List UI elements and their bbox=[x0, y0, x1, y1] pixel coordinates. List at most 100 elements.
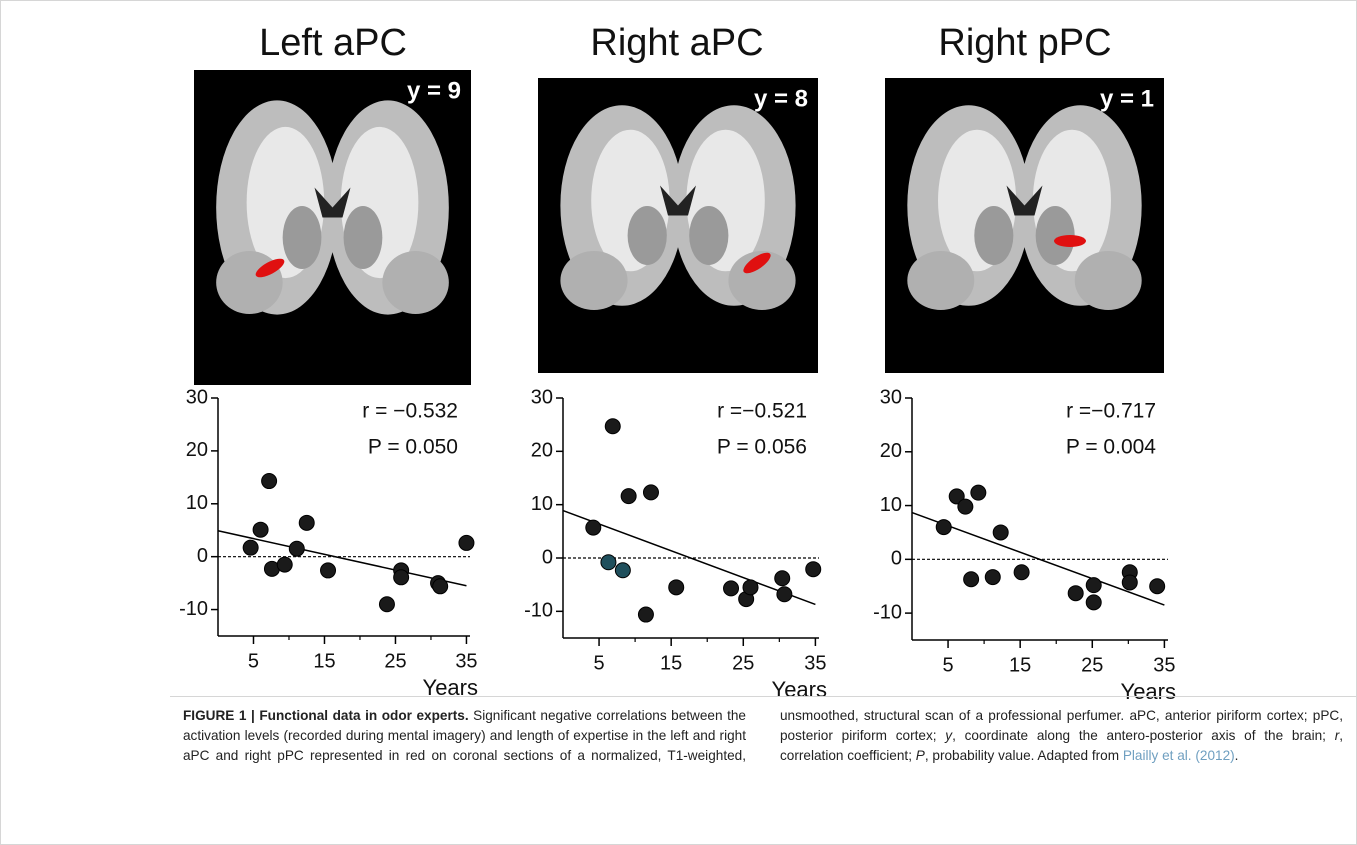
basal-ganglia bbox=[282, 206, 322, 269]
x-tick-label: 15 bbox=[313, 650, 335, 672]
caption-label: FIGURE 1 | Functional data in odor exper… bbox=[183, 708, 469, 723]
basal-ganglia bbox=[1035, 206, 1075, 265]
x-axis-label: Years bbox=[423, 675, 478, 700]
stat-annotation: r =−0.717 bbox=[1066, 400, 1156, 423]
caption-text: , coordinate along the antero-posterior … bbox=[952, 728, 1335, 743]
x-tick-label: 5 bbox=[248, 650, 259, 672]
x-tick-label: 35 bbox=[455, 650, 477, 672]
caption-link[interactable]: Plailly et al. (2012) bbox=[1122, 748, 1235, 763]
data-point bbox=[774, 570, 791, 587]
x-axis-label: Years bbox=[1121, 679, 1176, 700]
regression-line bbox=[217, 530, 467, 587]
data-point bbox=[1085, 594, 1102, 611]
caption-text: Significant negative correlations betwee… bbox=[183, 708, 1343, 763]
caption-separator bbox=[170, 696, 1356, 697]
y-tick-label: -10 bbox=[524, 600, 553, 622]
data-point bbox=[935, 519, 952, 536]
x-axis-label: Years bbox=[772, 677, 827, 700]
ventricle bbox=[660, 185, 696, 216]
data-point bbox=[600, 554, 617, 571]
data-point bbox=[805, 561, 822, 578]
ventricle bbox=[314, 187, 351, 218]
x-tick-label: 35 bbox=[804, 652, 826, 674]
caption-text: P bbox=[915, 748, 925, 763]
activation-cluster bbox=[255, 258, 285, 278]
data-point bbox=[957, 498, 974, 515]
stat-annotation: P = 0.050 bbox=[368, 436, 458, 459]
caption-text: r bbox=[1334, 728, 1340, 743]
basal-ganglia bbox=[627, 206, 667, 265]
panel-title: Right pPC bbox=[938, 22, 1111, 64]
data-point bbox=[668, 579, 685, 596]
y-tick-label: 20 bbox=[186, 439, 208, 461]
x-tick-label: 35 bbox=[1153, 654, 1175, 676]
stat-annotation: P = 0.004 bbox=[1066, 436, 1156, 459]
data-point bbox=[742, 579, 759, 596]
slice-label: y = 8 bbox=[754, 85, 808, 112]
y-tick-label: 30 bbox=[531, 386, 553, 408]
regression-line bbox=[562, 509, 816, 606]
y-tick-label: 0 bbox=[197, 545, 208, 567]
slice-label: y = 1 bbox=[1100, 85, 1154, 112]
y-tick-label: -10 bbox=[873, 601, 902, 623]
y-tick-label: 30 bbox=[880, 386, 902, 408]
temporal-lobe bbox=[907, 251, 975, 310]
data-point bbox=[378, 596, 395, 613]
temporal-lobe bbox=[728, 251, 796, 310]
data-point bbox=[1121, 574, 1138, 591]
basal-ganglia bbox=[974, 206, 1014, 265]
temporal-lobe bbox=[382, 251, 449, 314]
data-point bbox=[458, 534, 475, 551]
x-tick-label: 15 bbox=[660, 652, 682, 674]
y-tick-label: 0 bbox=[542, 546, 553, 568]
stat-annotation: r = −0.532 bbox=[362, 400, 458, 423]
y-tick-label: 0 bbox=[891, 548, 902, 570]
data-point bbox=[948, 488, 965, 505]
data-point bbox=[963, 571, 980, 588]
y-tick-label: 30 bbox=[186, 386, 208, 408]
y-tick-label: 10 bbox=[186, 492, 208, 514]
panel-title: Left aPC bbox=[259, 22, 407, 64]
data-point bbox=[642, 484, 659, 501]
data-point bbox=[992, 524, 1009, 541]
caption-text: . bbox=[1234, 748, 1239, 763]
caption-text: , probability value. Adapted from bbox=[924, 748, 1123, 763]
x-tick-label: 25 bbox=[1081, 654, 1103, 676]
caption-text: , correlation coefficient; bbox=[780, 728, 1344, 763]
y-tick-label: 10 bbox=[880, 494, 902, 516]
data-point bbox=[432, 578, 449, 595]
regression-line bbox=[911, 511, 1165, 606]
x-tick-label: 5 bbox=[942, 654, 953, 676]
data-point bbox=[723, 580, 740, 597]
data-point bbox=[776, 586, 793, 603]
data-point bbox=[276, 556, 293, 573]
data-point bbox=[320, 562, 337, 579]
y-tick-label: -10 bbox=[179, 598, 208, 620]
data-point bbox=[242, 539, 259, 556]
data-point bbox=[620, 488, 637, 505]
activation-cluster bbox=[743, 252, 771, 274]
basal-ganglia bbox=[343, 206, 383, 269]
stat-annotation: P = 0.056 bbox=[717, 436, 807, 459]
data-point bbox=[637, 606, 654, 623]
data-point bbox=[261, 473, 278, 490]
data-point bbox=[298, 514, 315, 531]
x-tick-label: 15 bbox=[1009, 654, 1031, 676]
data-point bbox=[614, 562, 631, 579]
data-point bbox=[288, 540, 305, 557]
data-point bbox=[970, 484, 987, 501]
slice-label: y = 9 bbox=[407, 77, 461, 104]
caption-text: y bbox=[945, 728, 953, 743]
data-point bbox=[252, 521, 269, 538]
x-tick-label: 5 bbox=[593, 652, 604, 674]
panel-title: Right aPC bbox=[590, 22, 763, 64]
data-point bbox=[604, 418, 621, 435]
data-point bbox=[1067, 585, 1084, 602]
basal-ganglia bbox=[689, 206, 729, 265]
data-point bbox=[1013, 564, 1030, 581]
temporal-lobe bbox=[560, 251, 628, 310]
data-point bbox=[1085, 577, 1102, 594]
ventricle bbox=[1006, 185, 1043, 216]
temporal-lobe bbox=[1074, 251, 1142, 310]
